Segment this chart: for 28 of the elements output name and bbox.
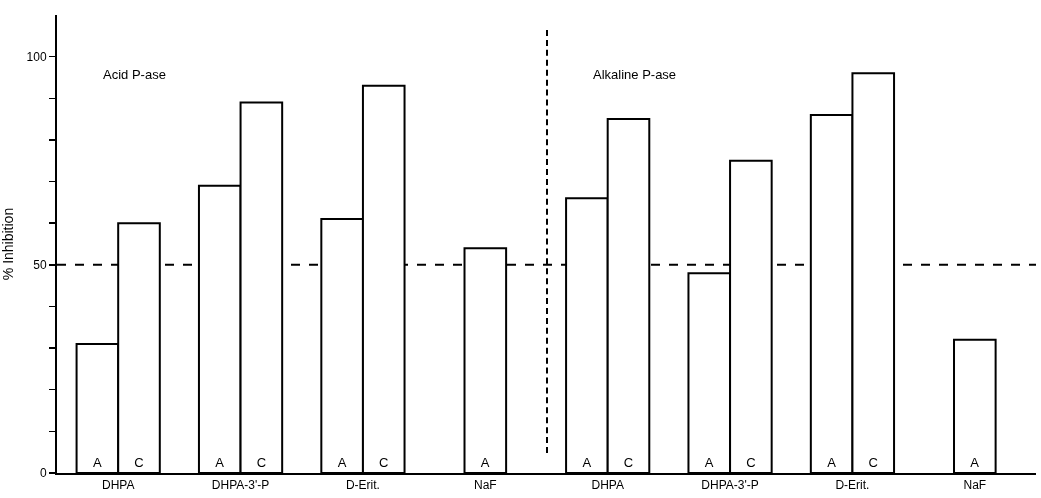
x-tick-label: DHPA xyxy=(591,478,624,493)
text: A xyxy=(827,455,836,470)
y-axis-title: % Inhibition xyxy=(0,207,16,281)
y-tick-label: 50 xyxy=(33,258,47,273)
text: A xyxy=(704,455,714,470)
x-tick-label: NaF xyxy=(473,478,497,493)
x-tick-label: NaF xyxy=(963,478,987,493)
text: C xyxy=(256,455,267,470)
series-label: A xyxy=(92,455,102,470)
text: A xyxy=(582,455,592,470)
text: A xyxy=(480,455,490,470)
y-tick-label: 0 xyxy=(39,466,47,481)
y-tick-label: 100 xyxy=(26,49,47,64)
text: C xyxy=(868,455,878,470)
x-tick-label: DHPA-3'-P xyxy=(211,478,270,493)
annotation: Acid P-ase xyxy=(103,67,166,82)
x-tick-label: DHPA xyxy=(101,478,135,493)
annotation: Alkaline P-ase xyxy=(593,67,677,82)
x-tick-label: DHPA-3'-P xyxy=(701,478,759,493)
text: A xyxy=(970,455,979,470)
x-tick-label: D-Erit. xyxy=(835,478,870,493)
text: A xyxy=(215,455,224,470)
series-label: C xyxy=(134,455,144,470)
text: C xyxy=(746,455,756,470)
text: C xyxy=(623,455,634,470)
text: A xyxy=(337,455,347,470)
x-tick-label: D-Erit. xyxy=(345,478,380,493)
text: C xyxy=(379,455,389,470)
